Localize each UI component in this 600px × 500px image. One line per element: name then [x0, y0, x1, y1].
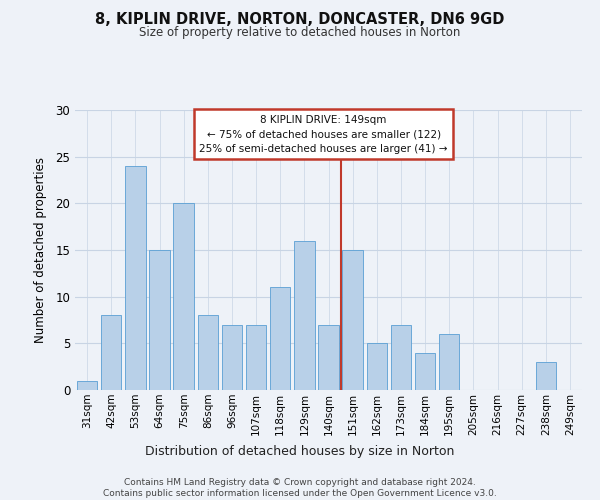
Bar — [318, 324, 339, 390]
Text: Size of property relative to detached houses in Norton: Size of property relative to detached ho… — [139, 26, 461, 39]
Bar — [391, 324, 411, 390]
Bar — [221, 324, 242, 390]
Bar — [270, 288, 290, 390]
Text: Distribution of detached houses by size in Norton: Distribution of detached houses by size … — [145, 444, 455, 458]
Bar — [536, 362, 556, 390]
Bar — [343, 250, 363, 390]
Bar — [439, 334, 460, 390]
Bar — [246, 324, 266, 390]
Bar — [367, 344, 387, 390]
Bar — [101, 316, 121, 390]
Text: Contains HM Land Registry data © Crown copyright and database right 2024.
Contai: Contains HM Land Registry data © Crown c… — [103, 478, 497, 498]
Bar — [415, 352, 436, 390]
Y-axis label: Number of detached properties: Number of detached properties — [34, 157, 47, 343]
Text: 8 KIPLIN DRIVE: 149sqm
← 75% of detached houses are smaller (122)
25% of semi-de: 8 KIPLIN DRIVE: 149sqm ← 75% of detached… — [199, 114, 448, 154]
Bar — [149, 250, 170, 390]
Bar — [77, 380, 97, 390]
Bar — [197, 316, 218, 390]
Bar — [173, 204, 194, 390]
Bar — [125, 166, 146, 390]
Text: 8, KIPLIN DRIVE, NORTON, DONCASTER, DN6 9GD: 8, KIPLIN DRIVE, NORTON, DONCASTER, DN6 … — [95, 12, 505, 28]
Bar — [294, 240, 314, 390]
